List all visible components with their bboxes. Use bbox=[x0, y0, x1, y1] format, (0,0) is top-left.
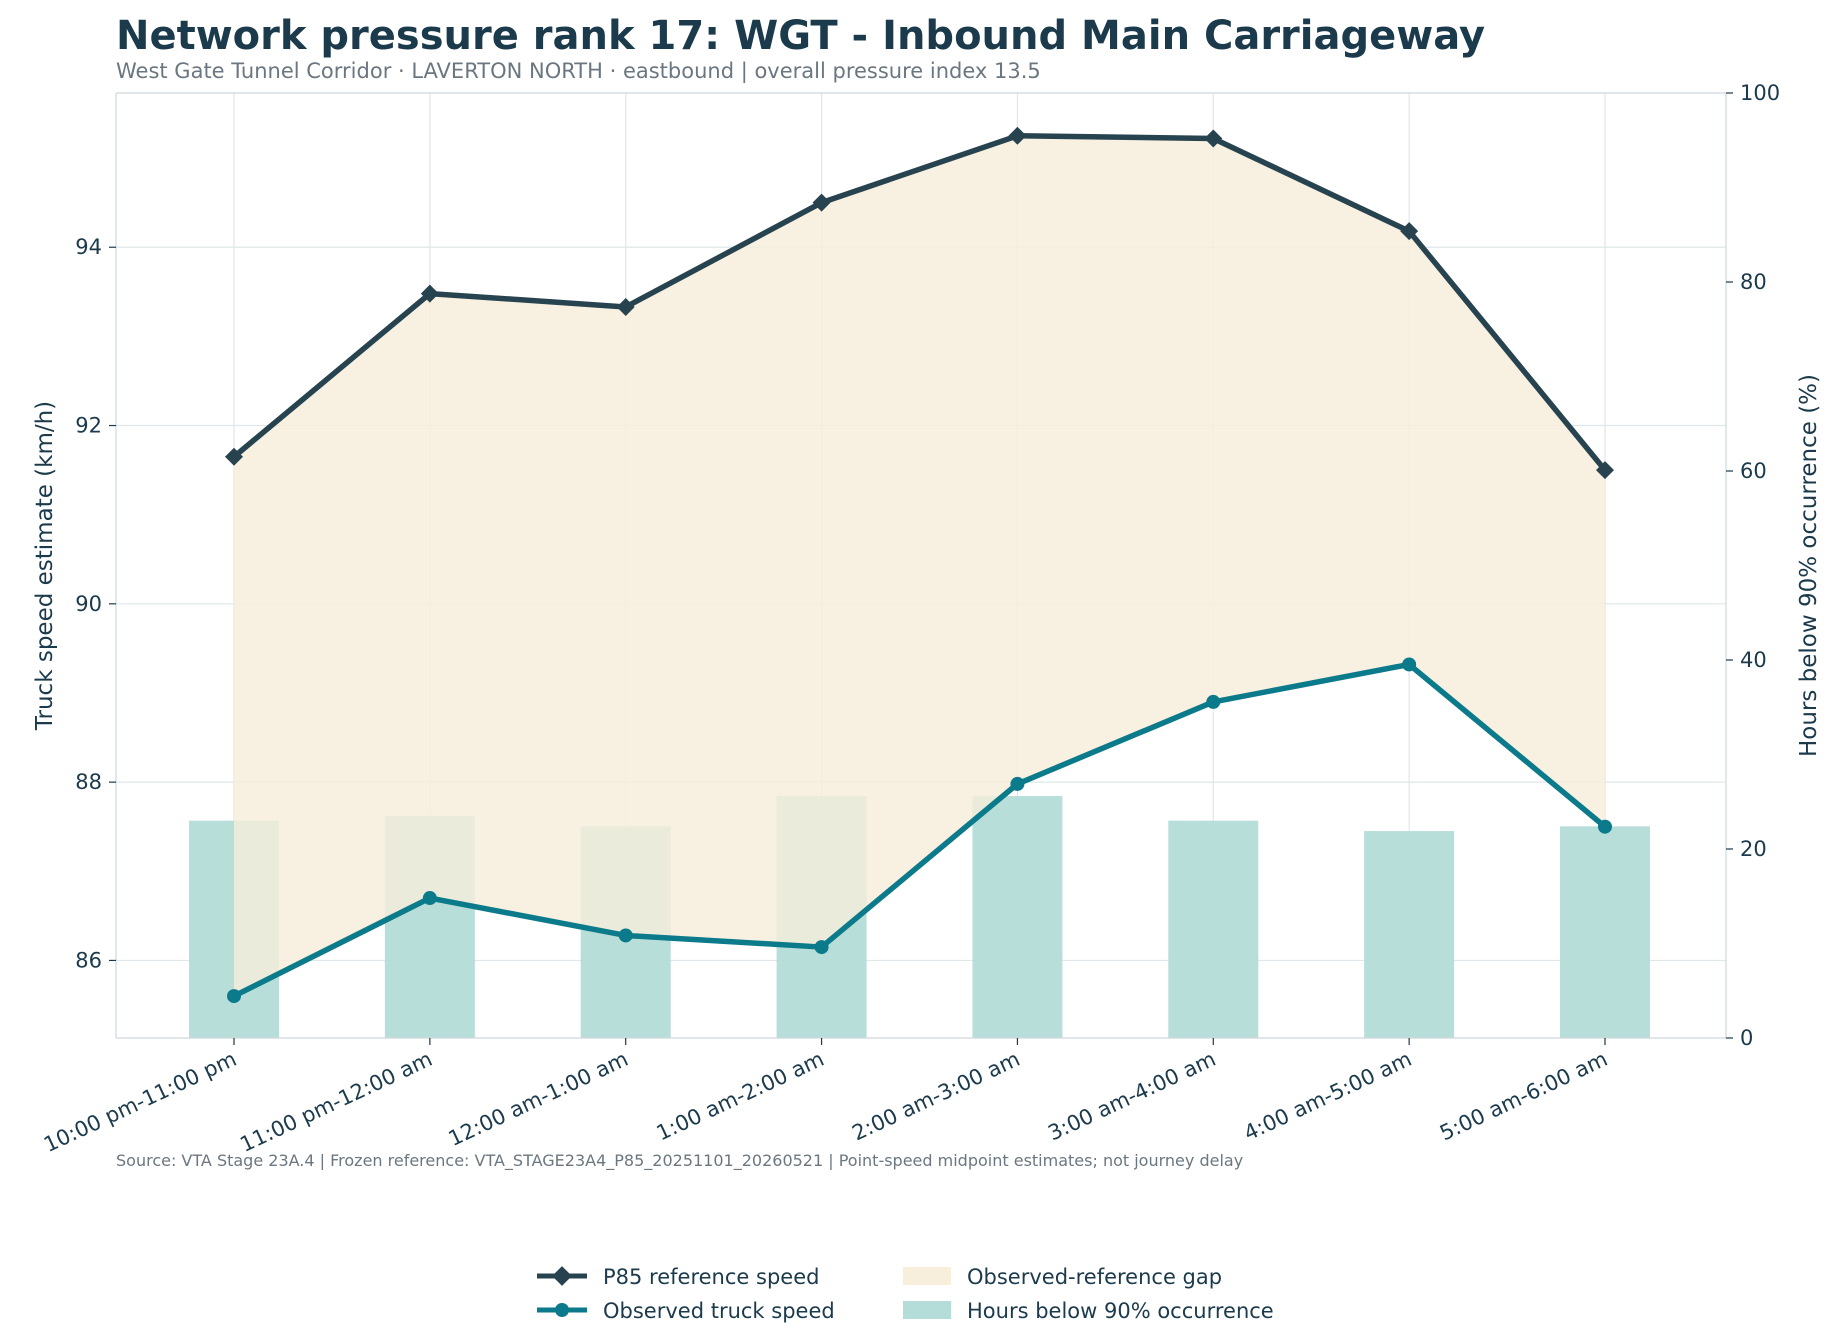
y-tick-label: 94 bbox=[75, 235, 102, 259]
y-tick-label: 92 bbox=[75, 414, 102, 438]
x-tick-label: 12:00 am-1:00 am bbox=[445, 1047, 632, 1151]
legend-item-gap: Observed-reference gap bbox=[903, 1265, 1222, 1289]
reference-speed-point bbox=[812, 193, 831, 212]
observed-speed-point bbox=[227, 989, 241, 1004]
observed-speed-point bbox=[422, 891, 437, 906]
legend-gap-swatch bbox=[903, 1267, 951, 1285]
x-tick-label: 5:00 am-6:00 am bbox=[1436, 1047, 1611, 1146]
x-tick-label: 10:00 pm-11:00 pm bbox=[40, 1047, 240, 1157]
reference-speed-point bbox=[420, 284, 439, 303]
x-tick-label: 4:00 am-5:00 am bbox=[1240, 1047, 1415, 1146]
legend-label-observed: Observed truck speed bbox=[603, 1299, 835, 1323]
chart-subtitle: West Gate Tunnel Corridor · LAVERTON NOR… bbox=[116, 59, 1041, 84]
y-right-axis-label: Hours below 90% occurrence (%) bbox=[1796, 374, 1822, 757]
reference-speed-point bbox=[1400, 222, 1419, 241]
legend-item-bars: Hours below 90% occurrence bbox=[903, 1299, 1274, 1323]
y-right-tick-label: 60 bbox=[1740, 459, 1767, 483]
legend-label-reference: P85 reference speed bbox=[603, 1265, 819, 1289]
bar-hours-below-90 bbox=[1560, 826, 1650, 1038]
bar-hours-below-90 bbox=[1364, 831, 1455, 1038]
observed-speed-point bbox=[618, 928, 633, 943]
reference-speed-point bbox=[1008, 126, 1027, 145]
chart-title: Network pressure rank 17: WGT - Inbound … bbox=[116, 13, 1485, 59]
legend-item-reference: P85 reference speed bbox=[537, 1265, 819, 1289]
legend-diamond-icon bbox=[552, 1266, 572, 1286]
observed-speed-point bbox=[1010, 776, 1025, 791]
legend-item-observed: Observed truck speed bbox=[537, 1299, 835, 1323]
reference-speed-line bbox=[232, 133, 1608, 472]
y-right-tick-label: 20 bbox=[1740, 837, 1767, 861]
legend-label-gap: Observed-reference gap bbox=[967, 1265, 1222, 1289]
y-tick-label: 90 bbox=[75, 592, 102, 616]
observed-speed-point bbox=[814, 940, 829, 955]
source-note: Source: VTA Stage 23A.4 | Frozen referen… bbox=[116, 1151, 1243, 1171]
legend-bar-swatch bbox=[903, 1301, 951, 1319]
y-right-tick-label: 40 bbox=[1740, 648, 1767, 672]
x-tick-label: 3:00 am-4:00 am bbox=[1044, 1047, 1219, 1146]
y-right-tick-label: 80 bbox=[1740, 270, 1767, 294]
legend: P85 reference speed Observed truck speed… bbox=[537, 1265, 1274, 1323]
observed-speed-point bbox=[1402, 657, 1417, 672]
gap-area bbox=[234, 135, 1605, 997]
reference-speed-point bbox=[616, 297, 635, 316]
x-tick-label: 1:00 am-2:00 am bbox=[653, 1047, 828, 1146]
observed-speed-point bbox=[1598, 819, 1612, 834]
y-axis-label: Truck speed estimate (km/h) bbox=[32, 401, 58, 731]
reference-speed-point bbox=[1596, 461, 1614, 480]
bar-hours-below-90 bbox=[972, 796, 1063, 1038]
x-tick-label: 2:00 am-3:00 am bbox=[849, 1047, 1024, 1146]
observed-speed-line bbox=[232, 661, 1607, 999]
bar-hours-below-90 bbox=[1168, 820, 1259, 1038]
y-tick-label: 88 bbox=[75, 770, 102, 794]
legend-label-bars: Hours below 90% occurrence bbox=[967, 1299, 1274, 1323]
reference-speed-point bbox=[1204, 129, 1223, 148]
legend-circle-icon bbox=[555, 1303, 569, 1317]
y-right-tick-label: 100 bbox=[1740, 81, 1780, 105]
reference-speed-point bbox=[225, 447, 243, 466]
observed-speed-point bbox=[1206, 694, 1221, 709]
x-tick-label: 11:00 pm-12:00 am bbox=[236, 1047, 436, 1157]
y-tick-label: 86 bbox=[75, 948, 102, 972]
y-right-tick-label: 0 bbox=[1740, 1026, 1753, 1050]
